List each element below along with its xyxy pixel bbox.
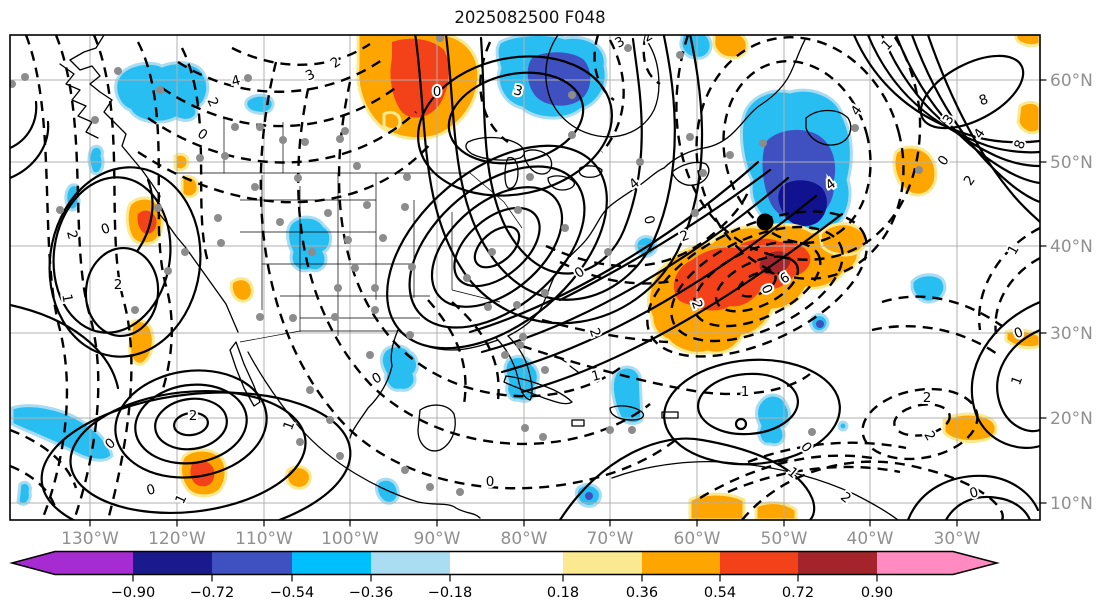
contour-label: 1	[590, 367, 602, 385]
contour-label: 2	[920, 428, 938, 443]
contour-label: 0	[194, 126, 210, 144]
colorbar-tick-label: −0.36	[349, 585, 393, 601]
state-borders	[176, 118, 523, 343]
station-dots	[10, 35, 923, 496]
colorbar-outline	[9, 550, 1000, 576]
contour-label: 0	[486, 474, 495, 490]
lon-tick-label: 120°W	[148, 529, 206, 549]
contour-label: 0	[433, 84, 442, 100]
latitude-axis-labels: 60°N 50°N 40°N 30°N 20°N 10°N	[1050, 71, 1093, 514]
cyclone-marker-dot	[756, 213, 774, 231]
solid-contours	[10, 35, 1040, 520]
colorbar-segment	[720, 551, 798, 575]
colorbar-tick-label: 0.72	[782, 585, 814, 601]
contour-label: 2	[640, 27, 655, 45]
contour-label: 2	[837, 489, 854, 507]
colorbar-tick-label: 0.36	[626, 585, 658, 601]
contour-label: 1	[1004, 242, 1022, 257]
colorbar-segment	[292, 551, 371, 575]
lat-tick-label: 50°N	[1050, 153, 1093, 173]
contour-label: 4	[230, 72, 242, 90]
colorbar-segment	[55, 551, 133, 575]
axis-ticks	[89, 79, 1047, 527]
lon-tick-label: 30°W	[934, 529, 981, 549]
contour-label: 2	[923, 390, 932, 406]
colorbar-segment	[450, 551, 563, 575]
colorbar-segment	[877, 551, 953, 575]
figure-title: 2025082500 F048	[454, 8, 605, 27]
lon-tick-label: 40°W	[847, 529, 894, 549]
colorbar: −0.90 −0.72 −0.54 −0.36 −0.18 0.18 0.36 0.54 0.7…	[9, 550, 1000, 601]
colorbar-segment	[212, 551, 292, 575]
contour-label: 1	[172, 492, 190, 507]
contour-label: 2	[678, 227, 692, 245]
contour-label: 2	[63, 229, 81, 241]
lon-tick-label: 110°W	[235, 529, 293, 549]
contour-label: 1	[1008, 374, 1026, 388]
colorbar-tick-label: −0.90	[111, 585, 155, 601]
contour-label: 1	[58, 293, 75, 304]
lon-tick-label: 80°W	[501, 529, 548, 549]
lon-tick-label: 130°W	[61, 529, 119, 549]
map-frame	[9, 34, 1041, 521]
contour-label: 8	[977, 91, 991, 109]
deep-negative-cores	[778, 180, 827, 227]
contour-label: 0	[99, 220, 113, 238]
lon-tick-label: 70°W	[587, 529, 634, 549]
longitude-axis-labels: 130°W 120°W 110°W 100°W 90°W 80°W 70°W 60°W 50°W…	[61, 529, 981, 549]
contour-label: 2	[189, 408, 198, 424]
colorbar-tick-label: −0.54	[270, 585, 314, 601]
colorbar-segment	[798, 551, 877, 575]
contour-label: 1	[878, 36, 895, 53]
contour-label: 4	[626, 175, 643, 193]
colorbar-right-arrow	[953, 551, 997, 575]
colorbar-tick-label: 0.18	[547, 585, 579, 601]
contour-label: 2	[961, 173, 979, 189]
colorbar-segment	[642, 551, 720, 575]
lon-tick-label: 100°W	[321, 529, 379, 549]
colorbar-segment	[133, 551, 212, 575]
graticule-grid	[10, 35, 1040, 520]
lat-tick-label: 60°N	[1050, 71, 1093, 91]
contour-label: 3	[303, 66, 318, 84]
colorbar-tick-label: −0.18	[428, 585, 472, 601]
colorbar-tick-label: −0.72	[190, 585, 234, 601]
lon-tick-label: 50°W	[761, 529, 808, 549]
lon-tick-label: 90°W	[414, 529, 461, 549]
contour-label: 1	[741, 384, 750, 400]
colorbar-tick-label: 0.54	[704, 585, 736, 601]
contour-label: 0	[145, 481, 157, 499]
lat-tick-label: 40°N	[1050, 237, 1093, 257]
contour-label: 0	[935, 153, 953, 169]
colorbar-left-arrow	[12, 551, 55, 575]
contour-label: 0	[640, 214, 658, 226]
lon-tick-label: 60°W	[674, 529, 721, 549]
lat-tick-label: 20°N	[1050, 409, 1093, 429]
contour-label: 8	[1011, 138, 1029, 152]
strong-positive-cores	[137, 38, 811, 487]
colorbar-tick-label: 0.90	[861, 585, 893, 601]
contour-label: 2	[114, 277, 123, 293]
contour-label: 2	[328, 54, 344, 72]
lat-tick-label: 30°N	[1050, 324, 1093, 344]
colorbar-segment	[371, 551, 450, 575]
colorbar-segment	[563, 551, 642, 575]
lat-tick-label: 10°N	[1050, 494, 1093, 514]
contour-label: 4	[848, 103, 866, 119]
